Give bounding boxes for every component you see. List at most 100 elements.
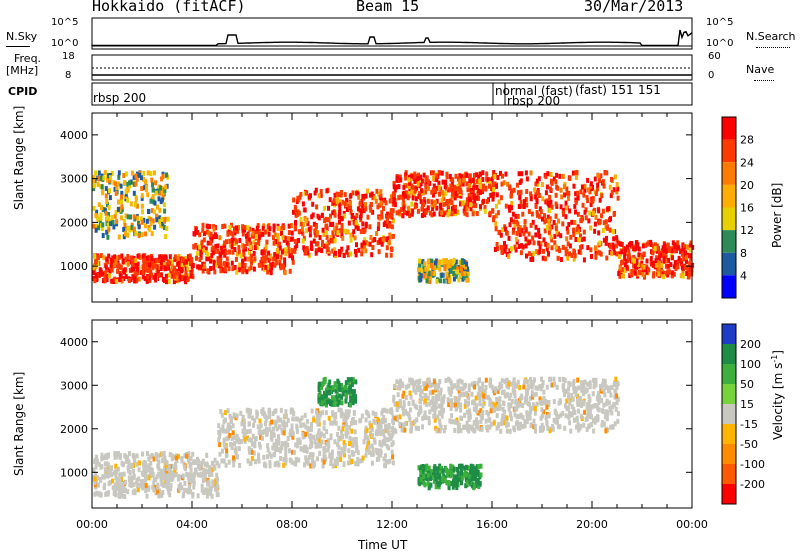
heatmap-cell (312, 238, 316, 244)
heatmap-cell (205, 493, 209, 499)
heatmap-cell (581, 380, 585, 386)
heatmap-cell (497, 421, 501, 427)
heatmap-cell (203, 472, 207, 478)
heatmap-cell (222, 419, 226, 425)
heatmap-cell (120, 199, 124, 205)
heatmap-cell (608, 227, 612, 233)
heatmap-cell (508, 184, 512, 190)
heatmap-cell (224, 428, 228, 434)
heatmap-cell (289, 248, 293, 253)
heatmap-cell (210, 252, 214, 258)
heatmap-cell (205, 256, 209, 262)
heatmap-cell (107, 490, 111, 496)
heatmap-cell (199, 250, 203, 256)
heatmap-cell (376, 240, 380, 245)
heatmap-cell (574, 388, 578, 394)
heatmap-cell (271, 411, 275, 416)
heatmap-cell (616, 186, 620, 192)
time-xlabel: Time UT (358, 538, 408, 552)
heatmap-cell (373, 237, 377, 242)
heatmap-cell (573, 203, 577, 209)
heatmap-cell (402, 190, 406, 196)
heatmap-cell (459, 386, 463, 392)
heatmap-cell (241, 224, 245, 230)
heatmap-cell (449, 406, 453, 411)
heatmap-cell (518, 193, 522, 198)
heatmap-cell (481, 410, 485, 416)
heatmap-cell (256, 229, 260, 235)
heatmap-cell (611, 229, 615, 235)
heatmap-cell (576, 401, 580, 407)
heatmap-cell (430, 189, 434, 195)
heatmap-cell (516, 420, 519, 426)
heatmap-cell (266, 224, 270, 230)
heatmap-cell (168, 468, 172, 474)
heatmap-cell (352, 410, 356, 415)
heatmap-cell (132, 181, 136, 187)
heatmap-cell (571, 396, 575, 402)
heatmap-cell (474, 477, 478, 483)
heatmap-cell (207, 472, 211, 478)
heatmap-cell (335, 391, 339, 397)
heatmap-cell (275, 254, 279, 260)
heatmap-cell (127, 278, 131, 283)
heatmap-cell (240, 265, 244, 271)
heatmap-cell (460, 174, 464, 180)
heatmap-cell (465, 261, 469, 267)
heatmap-cell (272, 256, 276, 262)
heatmap-cell (456, 379, 460, 385)
heatmap-cell (317, 384, 321, 390)
heatmap-cell (327, 382, 331, 388)
heatmap-cell (297, 437, 301, 443)
heatmap-cell (146, 275, 150, 281)
colorbar-bin (722, 252, 736, 276)
heatmap-cell (503, 379, 507, 385)
heatmap-cell (119, 264, 123, 270)
heatmap-cell (282, 430, 286, 436)
heatmap-cell (485, 171, 489, 177)
heatmap-cell (316, 413, 319, 419)
heatmap-cell (647, 240, 651, 246)
heatmap-cell (152, 456, 156, 462)
heatmap-cell (527, 231, 531, 237)
heatmap-cell (148, 227, 152, 233)
heatmap-cell (235, 251, 239, 257)
heatmap-cell (149, 221, 153, 227)
heatmap-cell (157, 453, 161, 459)
heatmap-cell (275, 260, 279, 266)
heatmap-cell (418, 258, 421, 264)
heatmap-cell (637, 246, 641, 252)
heatmap-cell (423, 410, 427, 416)
heatmap-cell (247, 237, 251, 243)
heatmap-cell (144, 482, 148, 488)
heatmap-cell (144, 267, 148, 273)
heatmap-cell (393, 401, 397, 407)
heatmap-cell (594, 417, 598, 423)
heatmap-cell (93, 491, 97, 497)
heatmap-cell (435, 394, 439, 399)
heatmap-cell (218, 430, 222, 436)
heatmap-cell (132, 468, 136, 474)
heatmap-cell (606, 427, 610, 433)
heatmap-cell (299, 229, 303, 235)
heatmap-cell (421, 259, 425, 265)
heatmap-cell (101, 187, 104, 193)
heatmap-cell (484, 377, 488, 383)
heatmap-cell (332, 198, 336, 204)
heatmap-cell (116, 268, 120, 274)
heatmap-cell (94, 259, 98, 265)
heatmap-cell (580, 388, 584, 394)
heatmap-cell (615, 189, 619, 195)
heatmap-cell (446, 205, 450, 211)
heatmap-cell (527, 209, 531, 214)
heatmap-cell (463, 470, 467, 476)
heatmap-cell (541, 255, 545, 261)
heatmap-cell (283, 257, 287, 263)
heatmap-cell (364, 240, 368, 246)
heatmap-cell (537, 240, 541, 246)
heatmap-cell (492, 408, 496, 413)
heatmap-cell (515, 219, 519, 225)
heatmap-cell (183, 453, 187, 458)
heatmap-cell (519, 199, 523, 205)
heatmap-cell (114, 181, 118, 187)
